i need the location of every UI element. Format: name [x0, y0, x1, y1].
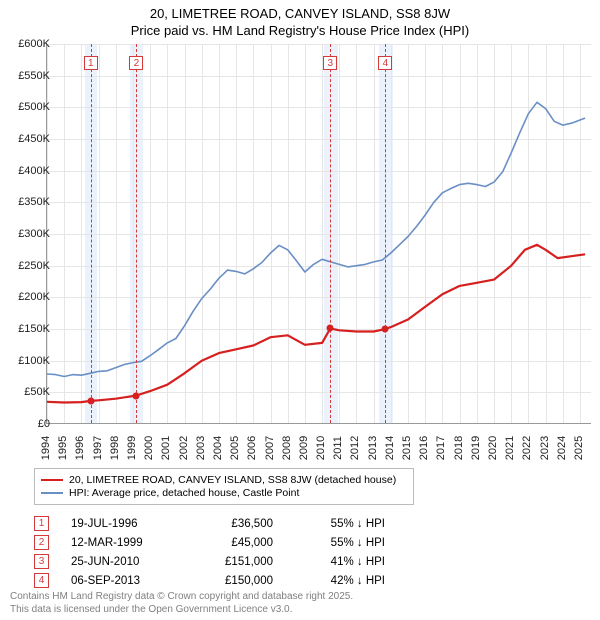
y-tick-label: £50K [6, 386, 50, 398]
y-tick-label: £300K [6, 228, 50, 240]
footer-text: Contains HM Land Registry data © Crown c… [10, 591, 353, 616]
event-dot [327, 325, 334, 332]
x-tick-label: 2002 [178, 436, 190, 460]
y-tick-label: £550K [6, 70, 50, 82]
x-tick-label: 2008 [281, 436, 293, 460]
legend-swatch [41, 479, 63, 481]
price-row-id-box: 1 [34, 516, 49, 531]
event-dot [87, 397, 94, 404]
x-tick-label: 1996 [74, 436, 86, 460]
price-table-row: 4 06-SEP-2013 £150,000 42% ↓ HPI [34, 573, 385, 588]
page-title: 20, LIMETREE ROAD, CANVEY ISLAND, SS8 8J… [0, 6, 600, 21]
event-dashed-line [91, 44, 92, 423]
footer-line-1: Contains HM Land Registry data © Crown c… [10, 591, 353, 604]
event-marker-box: 2 [129, 56, 143, 70]
x-tick-label: 2021 [504, 436, 516, 460]
y-tick-label: £0 [6, 418, 50, 430]
y-tick-label: £100K [6, 355, 50, 367]
event-marker-box: 1 [84, 56, 98, 70]
x-tick-label: 2024 [556, 436, 568, 460]
page-subtitle: Price paid vs. HM Land Registry's House … [0, 23, 600, 38]
x-tick-label: 1994 [40, 436, 52, 460]
price-table: 1 19-JUL-1996 £36,500 55% ↓ HPI 2 12-MAR-1999… [34, 512, 385, 592]
x-tick-label: 2009 [298, 436, 310, 460]
x-tick-label: 1998 [109, 436, 121, 460]
series-line [47, 245, 585, 403]
x-tick-label: 2023 [539, 436, 551, 460]
x-tick-label: 1997 [92, 436, 104, 460]
x-tick-label: 2012 [349, 436, 361, 460]
x-tick-label: 2025 [573, 436, 585, 460]
x-tick-label: 2013 [367, 436, 379, 460]
legend-label: HPI: Average price, detached house, Cast… [69, 487, 299, 499]
legend-row: 20, LIMETREE ROAD, CANVEY ISLAND, SS8 8J… [41, 474, 407, 486]
price-row-price: £45,000 [203, 537, 273, 549]
price-row-price: £150,000 [203, 575, 273, 587]
x-tick-label: 2001 [160, 436, 172, 460]
y-tick-label: £350K [6, 196, 50, 208]
y-tick-label: £250K [6, 260, 50, 272]
y-tick-label: £500K [6, 101, 50, 113]
x-tick-label: 2017 [435, 436, 447, 460]
plot: 1 2 3 4 [46, 44, 591, 424]
event-dashed-line [136, 44, 137, 423]
x-tick-label: 2018 [453, 436, 465, 460]
legend-row: HPI: Average price, detached house, Cast… [41, 487, 407, 499]
price-row-date: 06-SEP-2013 [71, 575, 181, 587]
price-row-price: £36,500 [203, 518, 273, 530]
titles: 20, LIMETREE ROAD, CANVEY ISLAND, SS8 8J… [0, 0, 600, 38]
footer-line-2: This data is licensed under the Open Gov… [10, 604, 353, 617]
price-row-id-box: 4 [34, 573, 49, 588]
price-row-date: 12-MAR-1999 [71, 537, 181, 549]
x-tick-label: 2004 [212, 436, 224, 460]
price-row-id-box: 3 [34, 554, 49, 569]
legend-label: 20, LIMETREE ROAD, CANVEY ISLAND, SS8 8J… [69, 474, 396, 486]
x-tick-label: 2016 [418, 436, 430, 460]
event-marker-box: 3 [323, 56, 337, 70]
x-tick-label: 2010 [315, 436, 327, 460]
price-row-id-box: 2 [34, 535, 49, 550]
x-tick-label: 2006 [246, 436, 258, 460]
price-row-price: £151,000 [203, 556, 273, 568]
event-dashed-line [385, 44, 386, 423]
y-tick-label: £600K [6, 38, 50, 50]
legend: 20, LIMETREE ROAD, CANVEY ISLAND, SS8 8J… [34, 468, 414, 505]
event-dot [133, 392, 140, 399]
y-tick-label: £200K [6, 291, 50, 303]
price-table-row: 1 19-JUL-1996 £36,500 55% ↓ HPI [34, 516, 385, 531]
x-tick-label: 2005 [229, 436, 241, 460]
x-tick-label: 2015 [401, 436, 413, 460]
price-table-row: 2 12-MAR-1999 £45,000 55% ↓ HPI [34, 535, 385, 550]
series-line [47, 102, 585, 376]
chart-area: 1 2 3 4 [46, 44, 591, 424]
x-tick-label: 2000 [143, 436, 155, 460]
legend-swatch [41, 492, 63, 494]
x-tick-label: 2019 [470, 436, 482, 460]
price-row-date: 19-JUL-1996 [71, 518, 181, 530]
x-tick-label: 2003 [195, 436, 207, 460]
price-row-delta: 55% ↓ HPI [295, 518, 385, 530]
x-tick-label: 2020 [487, 436, 499, 460]
x-tick-label: 1999 [126, 436, 138, 460]
price-row-delta: 55% ↓ HPI [295, 537, 385, 549]
event-dashed-line [330, 44, 331, 423]
price-row-delta: 42% ↓ HPI [295, 575, 385, 587]
x-tick-label: 2007 [264, 436, 276, 460]
event-dot [382, 326, 389, 333]
x-tick-label: 2022 [521, 436, 533, 460]
y-tick-label: £150K [6, 323, 50, 335]
y-tick-label: £400K [6, 165, 50, 177]
x-tick-label: 2014 [384, 436, 396, 460]
price-row-date: 25-JUN-2010 [71, 556, 181, 568]
event-marker-box: 4 [378, 56, 392, 70]
price-row-delta: 41% ↓ HPI [295, 556, 385, 568]
y-tick-label: £450K [6, 133, 50, 145]
series-svg [47, 44, 592, 424]
price-table-row: 3 25-JUN-2010 £151,000 41% ↓ HPI [34, 554, 385, 569]
chart-container: 20, LIMETREE ROAD, CANVEY ISLAND, SS8 8J… [0, 0, 600, 620]
x-tick-label: 1995 [57, 436, 69, 460]
x-tick-label: 2011 [332, 436, 344, 460]
